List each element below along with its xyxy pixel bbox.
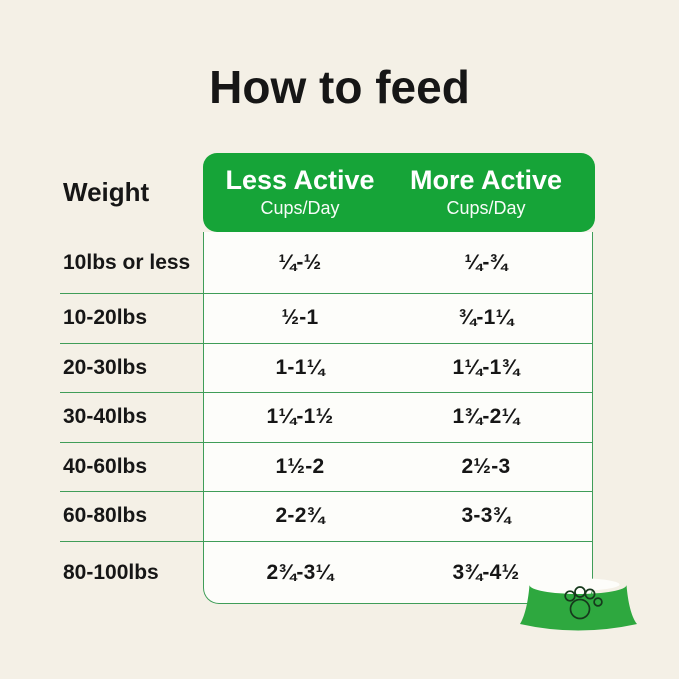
dog-bowl-paw-icon [520,578,637,631]
row-weight: 30-40lbs [63,405,148,429]
table-rows: 10lbs or less ¼-½ ¼-¾ 10-20lbs ½-1 ¾-1¼ … [60,232,593,604]
column-header-more-active: More Active Cups/Day [397,153,575,232]
row-less-active: 2¾-3¼ [266,560,334,584]
row-less-active: 1-1¼ [275,355,325,379]
row-less-active: 1½-2 [275,454,325,478]
row-more-active: ¼-¾ [464,250,508,274]
table-row: 20-30lbs 1-1¼ 1¼-1¾ [60,344,593,393]
row-more-active: 3¾-4½ [452,560,520,584]
row-more-active: 2½-3 [461,454,511,478]
table-row: 10-20lbs ½-1 ¾-1¼ [60,294,593,344]
row-less-active: ¼-½ [278,250,322,274]
column-header-less-active: Less Active Cups/Day [203,153,397,232]
column-label: More Active [409,165,563,196]
column-subtitle: Cups/Day [446,197,526,218]
table-row: 40-60lbs 1½-2 2½-3 [60,443,593,492]
row-more-active: 1¼-1¾ [452,355,520,379]
row-more-active: 1¾-2¼ [452,405,520,429]
row-more-active: 3-3¾ [461,504,511,528]
table-row: 10lbs or less ¼-½ ¼-¾ [60,232,593,294]
row-less-active: 1¼-1½ [266,405,334,429]
table-header: Less Active Cups/Day More Active Cups/Da… [203,153,595,232]
page-title: How to feed [209,61,470,113]
bowl-body [520,585,637,631]
table-row: 80-100lbs 2¾-3¼ 3¾-4½ [60,542,593,605]
column-subtitle: Cups/Day [260,197,340,218]
row-less-active: 2-2¾ [275,504,325,528]
row-weight: 10-20lbs [63,306,148,330]
row-less-active: ½-1 [281,306,319,330]
row-weight: 80-100lbs [63,560,159,584]
bowl-opening [536,578,620,591]
row-weight: 60-80lbs [63,504,148,528]
paw-print-icon [564,586,603,620]
row-weight: 10lbs or less [63,250,191,274]
table-row: 30-40lbs 1¼-1½ 1¾-2¼ [60,393,593,443]
table-row: 60-80lbs 2-2¾ 3-3¾ [60,492,593,542]
weight-column-header: Weight [63,177,150,207]
row-weight: 40-60lbs [63,454,148,478]
table-body-panel [203,232,593,604]
row-weight: 20-30lbs [63,355,148,379]
column-label: Less Active [225,165,375,196]
row-more-active: ¾-1¼ [458,306,514,330]
